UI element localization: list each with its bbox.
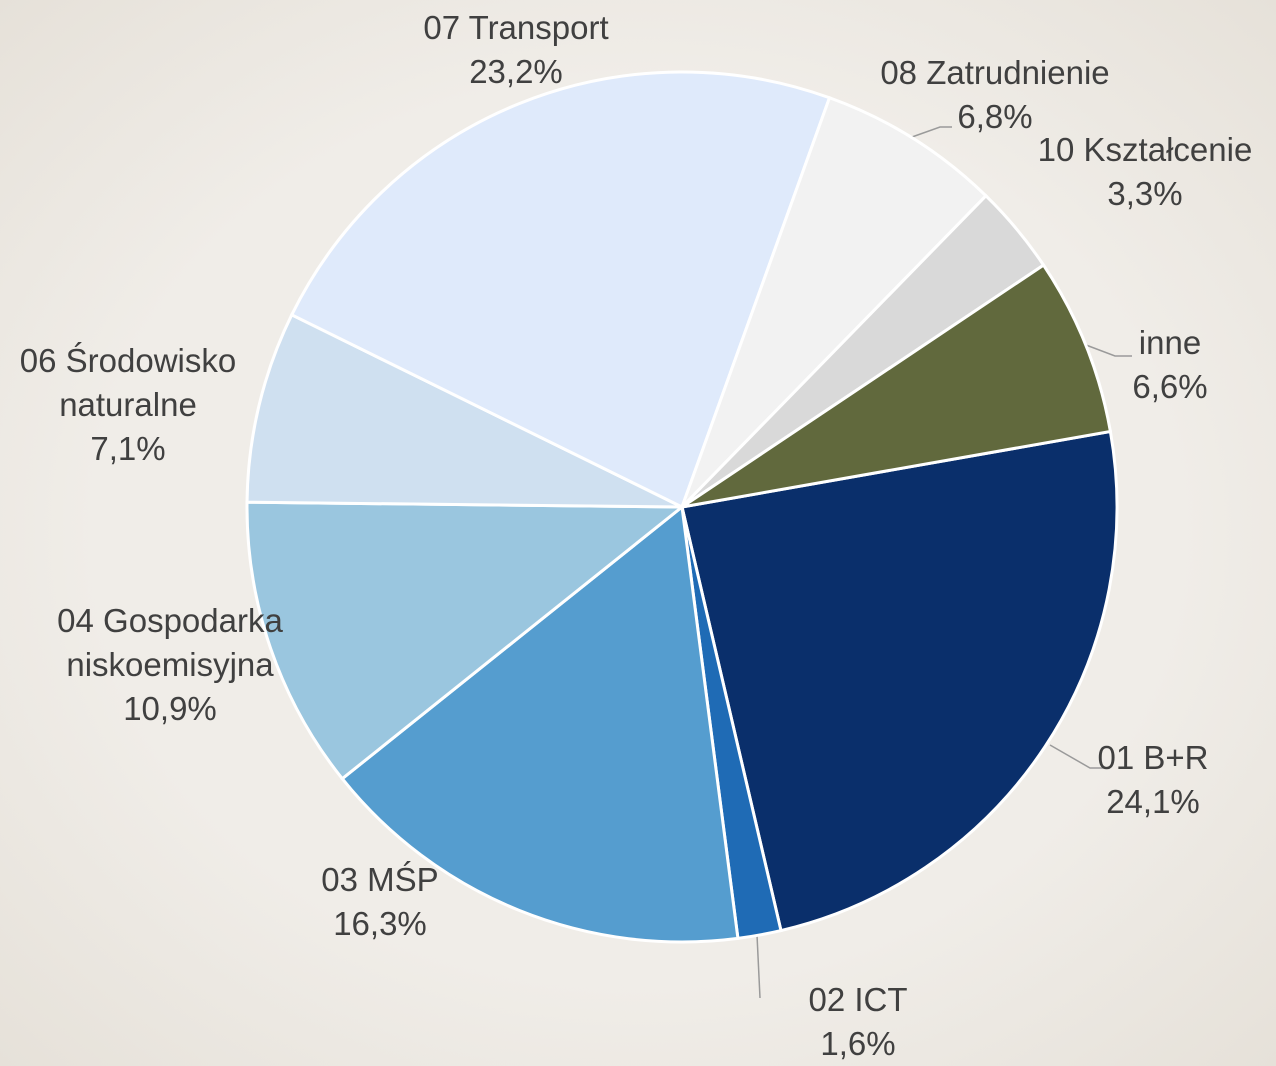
data-label: 10 Kształcenie 3,3%: [995, 128, 1276, 216]
data-label: 06 Środowisko naturalne 7,1%: [0, 339, 258, 471]
data-label: 02 ICT 1,6%: [758, 978, 958, 1066]
slice-name: 06 Środowisko naturalne: [19, 342, 237, 423]
slice-value: 10,9%: [123, 690, 217, 727]
pie-slice: [245, 500, 687, 781]
slice-name: 01 B+R: [1097, 739, 1209, 776]
slice-value: 3,3%: [1107, 175, 1183, 212]
slice-name: 08 Zatrudnienie: [880, 54, 1110, 91]
data-label: inne 6,6%: [1095, 321, 1245, 409]
data-label: 04 Gospodarka niskoemisyjna 10,9%: [20, 599, 320, 731]
leader-line: [1085, 344, 1132, 357]
pie-slice: [680, 429, 1119, 933]
slice-value: 6,8%: [957, 98, 1033, 135]
pie-slice: [681, 263, 1113, 509]
leader-lines: [756, 126, 1132, 999]
slice-name: 07 Transport: [423, 9, 609, 46]
pie-slice: [289, 70, 832, 510]
data-label: 08 Zatrudnienie 6,8%: [825, 51, 1165, 139]
slice-name: inne: [1138, 324, 1202, 361]
slice-value: 6,6%: [1132, 368, 1208, 405]
data-label: 07 Transport 23,2%: [356, 6, 676, 94]
slice-name: 04 Gospodarka niskoemisyjna: [57, 602, 283, 683]
data-label: 03 MŚP 16,3%: [280, 858, 480, 946]
slice-value: 16,3%: [333, 905, 427, 942]
data-label: 01 B+R 24,1%: [1003, 736, 1276, 824]
leader-line: [911, 126, 952, 138]
slice-name: 03 MŚP: [321, 861, 439, 898]
pie-slice: [680, 95, 989, 509]
slice-value: 1,6%: [820, 1025, 896, 1062]
pie-slice: [340, 504, 740, 944]
slice-value: 24,1%: [1106, 783, 1200, 820]
slice-value: 23,2%: [469, 53, 563, 90]
leader-line: [756, 934, 761, 999]
slice-name: 10 Kształcenie: [1037, 131, 1253, 168]
leader-line: [1049, 744, 1110, 769]
pie-slice: [245, 312, 683, 509]
slice-name: 02 ICT: [808, 981, 908, 1018]
slice-value: 7,1%: [90, 430, 166, 467]
